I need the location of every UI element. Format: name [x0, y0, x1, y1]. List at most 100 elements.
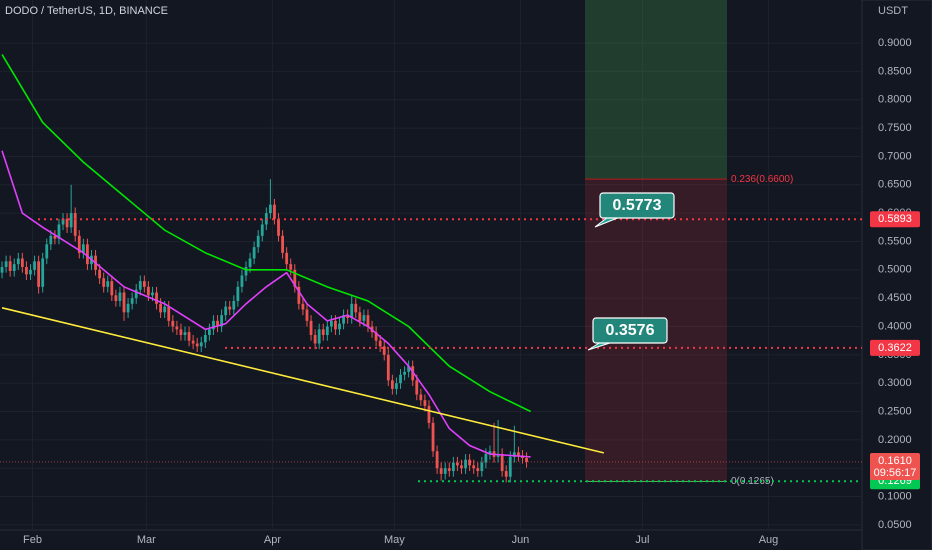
- level-tag: [870, 339, 920, 356]
- callout-label: 0.5773: [613, 197, 662, 214]
- candle-body: [224, 306, 228, 316]
- candle-body: [443, 468, 447, 474]
- candle-body: [73, 213, 77, 236]
- candle-body: [199, 342, 203, 347]
- y-tick-label: 0.7500: [878, 122, 912, 134]
- candle-body: [281, 235, 284, 253]
- candle-body: [411, 366, 415, 381]
- candle-body: [476, 468, 480, 472]
- candle-body: [187, 332, 191, 341]
- candle-body: [220, 315, 223, 327]
- candle-body: [138, 281, 142, 290]
- callout-label: 0.3576: [606, 322, 655, 339]
- candle-body: [53, 235, 57, 239]
- candle-body: [293, 269, 297, 287]
- candle-body: [114, 295, 118, 301]
- candle-body: [236, 286, 240, 301]
- candle-body: [159, 303, 163, 313]
- candle-body: [110, 281, 114, 296]
- candle-body: [427, 405, 431, 423]
- candle-body: [134, 289, 138, 299]
- fib-label: 0.236(0.6600): [731, 174, 793, 185]
- candle-body: [118, 292, 122, 301]
- candle-body: [468, 459, 472, 466]
- candle-body: [20, 258, 24, 267]
- candle-body: [435, 451, 439, 469]
- candle-body: [329, 320, 333, 327]
- candle-body: [151, 292, 154, 296]
- candle-body: [354, 303, 358, 313]
- candle-body: [268, 204, 272, 214]
- y-tick-label: 0.8500: [878, 65, 912, 77]
- candle-body: [395, 383, 398, 389]
- candle-body: [142, 281, 146, 287]
- candle-body: [456, 462, 459, 466]
- x-tick-label: Feb: [23, 534, 42, 546]
- y-tick-label: 0.2500: [878, 405, 912, 417]
- candle-body: [130, 298, 134, 304]
- candle-body: [126, 303, 130, 313]
- candle-body: [309, 320, 313, 336]
- candle-body: [517, 452, 520, 456]
- candle-body: [0, 266, 4, 273]
- candle-body: [334, 320, 337, 330]
- chart-title: DODO / TetherUS, 1D, BINANCE: [5, 5, 168, 17]
- candle-body: [163, 306, 167, 313]
- x-tick-label: Aug: [759, 534, 779, 546]
- candle-body: [472, 465, 476, 469]
- x-tick-label: Jul: [635, 534, 649, 546]
- y-tick-label: 0.4500: [878, 292, 912, 304]
- y-tick-label: 0.1000: [878, 490, 912, 502]
- candle-body: [171, 320, 175, 327]
- candle-body: [155, 292, 158, 304]
- candle-body: [183, 332, 187, 336]
- candle-body: [248, 258, 252, 267]
- x-tick-label: Mar: [137, 534, 156, 546]
- y-tick-label: 0.4000: [878, 320, 912, 332]
- y-tick-label: 0.7000: [878, 150, 912, 162]
- y-tick-label: 0.6500: [878, 179, 912, 191]
- y-tick-label: 0.5000: [878, 264, 912, 276]
- candle-body: [25, 266, 28, 275]
- callout-box: [599, 192, 675, 219]
- candle-body: [301, 303, 305, 310]
- candle-body: [439, 468, 443, 474]
- trend-line: [1, 307, 604, 454]
- candle-body: [512, 452, 516, 457]
- candle-body: [403, 371, 406, 375]
- candle-body: [297, 286, 301, 304]
- level-tag-label: 0.3622: [878, 342, 912, 354]
- candle-body: [16, 258, 20, 265]
- candle-body: [256, 235, 260, 248]
- candle-body: [382, 346, 386, 355]
- candle-body: [37, 261, 41, 287]
- callout-box: [592, 317, 668, 344]
- candle-body: [285, 252, 289, 265]
- candle-body: [399, 374, 402, 384]
- candle-body: [321, 329, 325, 336]
- candle-body: [366, 315, 370, 327]
- candle-body: [362, 315, 366, 321]
- candle-body: [289, 264, 293, 270]
- candle-body: [504, 471, 508, 477]
- candle-body: [86, 244, 89, 265]
- candle-body: [106, 281, 110, 287]
- y-tick-label: 0.8000: [878, 94, 912, 106]
- candle-body: [305, 309, 309, 321]
- candle-body: [61, 218, 65, 225]
- x-tick-label: Jun: [512, 534, 530, 546]
- candle-body: [179, 329, 183, 336]
- candle-body: [33, 261, 36, 270]
- candle-body: [212, 320, 215, 330]
- axis-unit: USDT: [878, 5, 908, 17]
- candle-body: [317, 329, 321, 344]
- candle-body: [500, 454, 504, 472]
- candle-body: [4, 261, 8, 267]
- x-tick-label: May: [384, 534, 405, 546]
- x-tick-label: Apr: [264, 534, 281, 546]
- candle-body: [390, 380, 394, 389]
- candle-body: [350, 303, 354, 318]
- candle-body: [374, 332, 378, 341]
- candle-body: [57, 224, 61, 239]
